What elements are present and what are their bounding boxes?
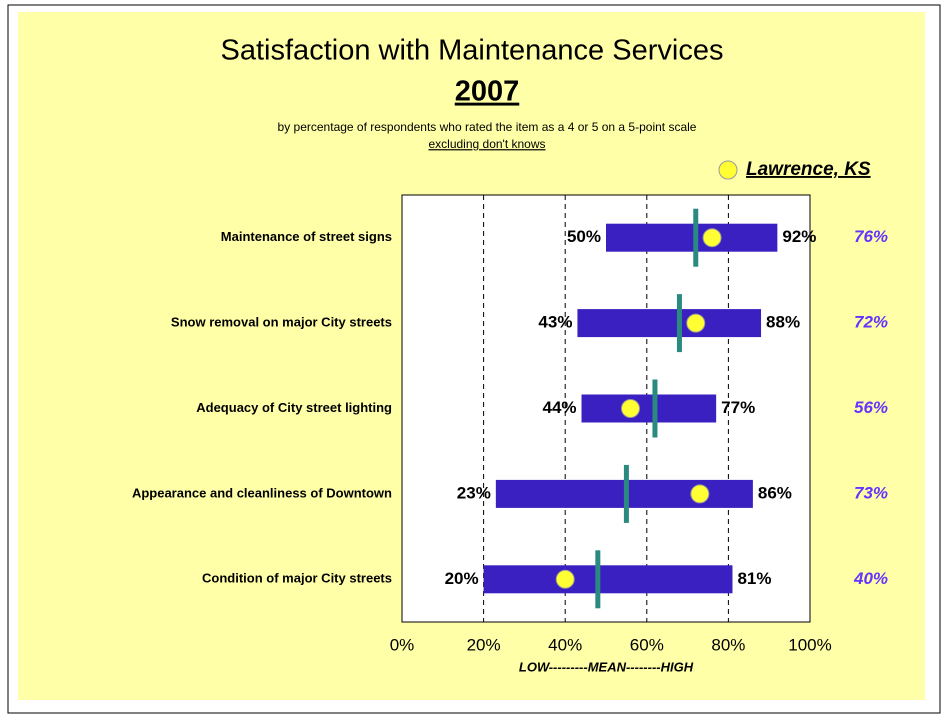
range-bar: [577, 309, 762, 338]
lawrence-label: 56%: [854, 398, 888, 417]
category-label: Adequacy of City street lighting: [196, 400, 392, 415]
mean-marker: [676, 294, 682, 353]
lawrence-marker: [690, 484, 710, 504]
page-border: [7, 4, 941, 714]
chart-title: Satisfaction with Maintenance Services: [221, 35, 724, 67]
chart-subtitle-note: excluding don't knows: [428, 137, 545, 151]
chart-year: 2007: [455, 76, 520, 108]
category-label: Appearance and cleanliness of Downtown: [132, 485, 392, 500]
category-label: Snow removal on major City streets: [171, 315, 392, 330]
low-label: 20%: [445, 569, 479, 588]
range-bar: [606, 223, 778, 252]
x-tick-label: 40%: [548, 635, 582, 654]
mean-marker: [693, 208, 699, 267]
high-label: 77%: [721, 398, 755, 417]
lawrence-marker: [555, 569, 575, 589]
chart-subtitle: by percentage of respondents who rated t…: [278, 120, 697, 134]
low-label: 44%: [542, 398, 576, 417]
lawrence-marker: [702, 228, 722, 248]
legend-marker: [718, 160, 738, 180]
category-label: Maintenance of street signs: [221, 229, 392, 244]
range-bar: [483, 565, 733, 594]
lawrence-marker: [686, 313, 706, 333]
high-label: 88%: [766, 313, 800, 332]
mean-marker: [595, 550, 601, 609]
lawrence-label: 76%: [854, 227, 888, 246]
range-bar: [581, 394, 717, 423]
low-label: 43%: [538, 313, 572, 332]
x-tick-label: 20%: [467, 635, 501, 654]
high-label: 86%: [758, 483, 792, 502]
lawrence-label: 40%: [853, 569, 888, 588]
legend-label: Lawrence, KS: [746, 159, 871, 180]
x-axis-label: LOW---------MEAN--------HIGH: [519, 659, 694, 674]
low-label: 23%: [457, 483, 491, 502]
x-tick-label: 60%: [630, 635, 664, 654]
lawrence-label: 72%: [854, 313, 888, 332]
mean-marker: [623, 464, 629, 523]
lawrence-marker: [620, 399, 640, 418]
x-tick-label: 100%: [788, 635, 831, 654]
lawrence-label: 73%: [854, 483, 888, 502]
low-label: 50%: [567, 227, 601, 246]
x-tick-label: 0%: [390, 635, 415, 654]
mean-marker: [652, 379, 658, 438]
category-label: Condition of major City streets: [202, 571, 392, 586]
x-tick-label: 80%: [711, 635, 745, 654]
high-label: 81%: [737, 569, 771, 588]
high-label: 92%: [782, 227, 816, 246]
